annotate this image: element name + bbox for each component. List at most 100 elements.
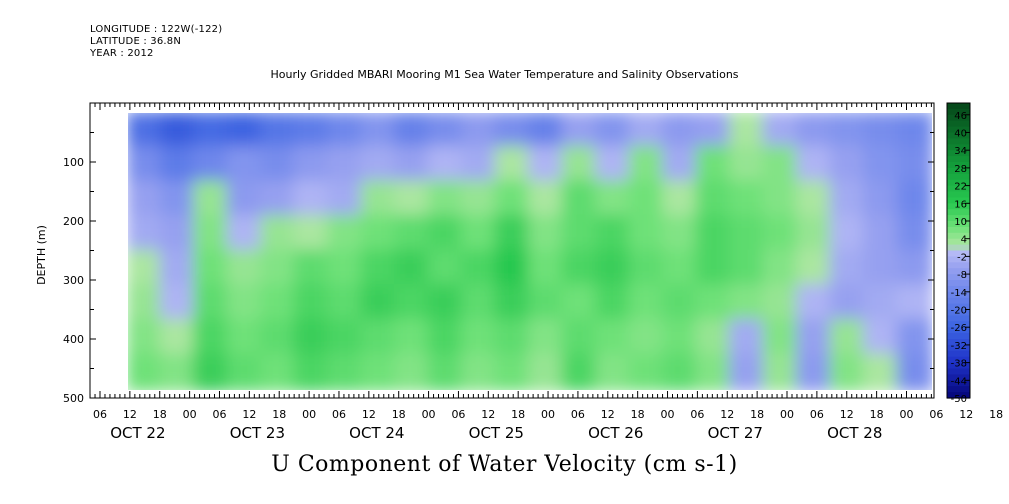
colorbar-swatch xyxy=(947,226,970,234)
heatmap-cell xyxy=(662,284,700,323)
x-hour-label: 18 xyxy=(631,408,645,421)
heatmap-cell xyxy=(193,214,231,254)
y-tick-label: 200 xyxy=(63,215,84,228)
colorbar-swatch xyxy=(947,114,970,122)
x-hour-label: 00 xyxy=(541,408,555,421)
heatmap-cell xyxy=(427,113,465,150)
colorbar-label: 28 xyxy=(954,164,967,175)
colorbar-swatch xyxy=(947,374,970,381)
x-hour-label: 00 xyxy=(899,408,913,421)
heatmap-cell xyxy=(427,318,465,358)
heatmap-cell xyxy=(128,214,164,254)
colorbar-swatch xyxy=(947,162,970,169)
colorbar-label: -38 xyxy=(951,359,967,370)
heatmap-cell xyxy=(796,249,834,289)
heatmap-cell xyxy=(293,145,331,185)
heatmap-cell xyxy=(327,113,365,150)
x-hour-label: 18 xyxy=(870,408,884,421)
heatmap-cell xyxy=(260,113,298,150)
colorbar-label: -8 xyxy=(957,270,967,281)
x-hour-label: 06 xyxy=(451,408,465,421)
heatmap-cell xyxy=(427,214,465,254)
y-tick-label: 100 xyxy=(63,156,84,169)
heatmap-cell xyxy=(394,249,432,289)
colorbar-swatch xyxy=(947,221,970,228)
heatmap-cell xyxy=(461,113,499,150)
heatmap-cell xyxy=(128,353,164,390)
heatmap-cell xyxy=(461,145,499,185)
heatmap-cell xyxy=(394,180,432,219)
heatmap-cell xyxy=(628,145,666,185)
heatmap-cell xyxy=(461,249,499,289)
colorbar-swatch xyxy=(947,179,970,187)
colorbar-swatch xyxy=(947,167,970,175)
colorbar-swatch xyxy=(947,238,970,246)
colorbar-swatch xyxy=(947,392,970,399)
heatmap-cell xyxy=(494,180,532,219)
heatmap-cell xyxy=(829,113,867,150)
heatmap-cell xyxy=(729,318,767,358)
x-hour-label: 18 xyxy=(272,408,286,421)
heatmap-cell xyxy=(159,113,197,150)
heatmap-cell xyxy=(494,353,532,390)
heatmap-cell xyxy=(595,318,633,358)
heatmap-cell xyxy=(896,353,932,390)
colorbar-swatch xyxy=(947,215,970,222)
heatmap-cell xyxy=(394,353,432,390)
x-hour-label: 00 xyxy=(661,408,675,421)
heatmap-cell xyxy=(896,249,932,289)
heatmap-cell xyxy=(360,214,398,254)
heatmap-cell xyxy=(193,353,231,390)
heatmap-cell xyxy=(327,353,365,390)
heatmap-cell xyxy=(628,249,666,289)
y-tick-label: 400 xyxy=(63,333,84,346)
colorbar-label: 4 xyxy=(961,235,967,246)
heatmap-cell xyxy=(662,113,700,150)
heatmap-cell xyxy=(327,249,365,289)
heatmap-cell xyxy=(829,214,867,254)
heatmap-cell xyxy=(561,318,599,358)
heatmap-cell xyxy=(628,113,666,150)
heatmap-cell xyxy=(863,113,901,150)
latitude-label: LATITUDE : 36.8N xyxy=(90,36,182,47)
x-day-label: OCT 24 xyxy=(349,424,404,442)
heatmap-cell xyxy=(595,214,633,254)
x-hour-label: 06 xyxy=(929,408,943,421)
heatmap-cell xyxy=(494,113,532,150)
heatmap-cell xyxy=(695,284,733,323)
x-hour-label: 12 xyxy=(362,408,376,421)
colorbar-label: 10 xyxy=(954,217,967,228)
heatmap-cell xyxy=(796,284,834,323)
heatmap-cell xyxy=(863,284,901,323)
x-day-label: OCT 28 xyxy=(827,424,882,442)
heatmap-cell xyxy=(695,353,733,390)
heatmap-cell xyxy=(159,284,197,323)
heatmap-cell xyxy=(762,353,800,390)
x-hour-label: 12 xyxy=(720,408,734,421)
x-day-label: OCT 25 xyxy=(469,424,524,442)
heatmap-cell xyxy=(829,180,867,219)
heatmap-cell xyxy=(293,249,331,289)
heatmap-cell xyxy=(796,214,834,254)
colorbar-label: 16 xyxy=(954,199,967,210)
colorbar-swatch xyxy=(947,103,970,110)
x-hour-label: 00 xyxy=(422,408,436,421)
heatmap-cell xyxy=(695,145,733,185)
heatmap-cell xyxy=(293,214,331,254)
heatmap-cell xyxy=(260,353,298,390)
colorbar-label: -32 xyxy=(951,341,967,352)
colorbar-swatch xyxy=(947,285,970,293)
heatmap-cell xyxy=(159,318,197,358)
colorbar-swatch xyxy=(947,321,970,328)
heatmap-cell xyxy=(293,353,331,390)
x-hour-label: 06 xyxy=(571,408,585,421)
heatmap-cell xyxy=(260,284,298,323)
heatmap-cell xyxy=(896,145,932,185)
heatmap-cell xyxy=(628,214,666,254)
heatmap-cell xyxy=(394,113,432,150)
colorbar-swatch xyxy=(947,132,970,139)
heatmap-cell xyxy=(729,113,767,150)
heatmap-cell xyxy=(863,214,901,254)
heatmap-cell xyxy=(561,113,599,150)
heatmap-cell xyxy=(796,113,834,150)
